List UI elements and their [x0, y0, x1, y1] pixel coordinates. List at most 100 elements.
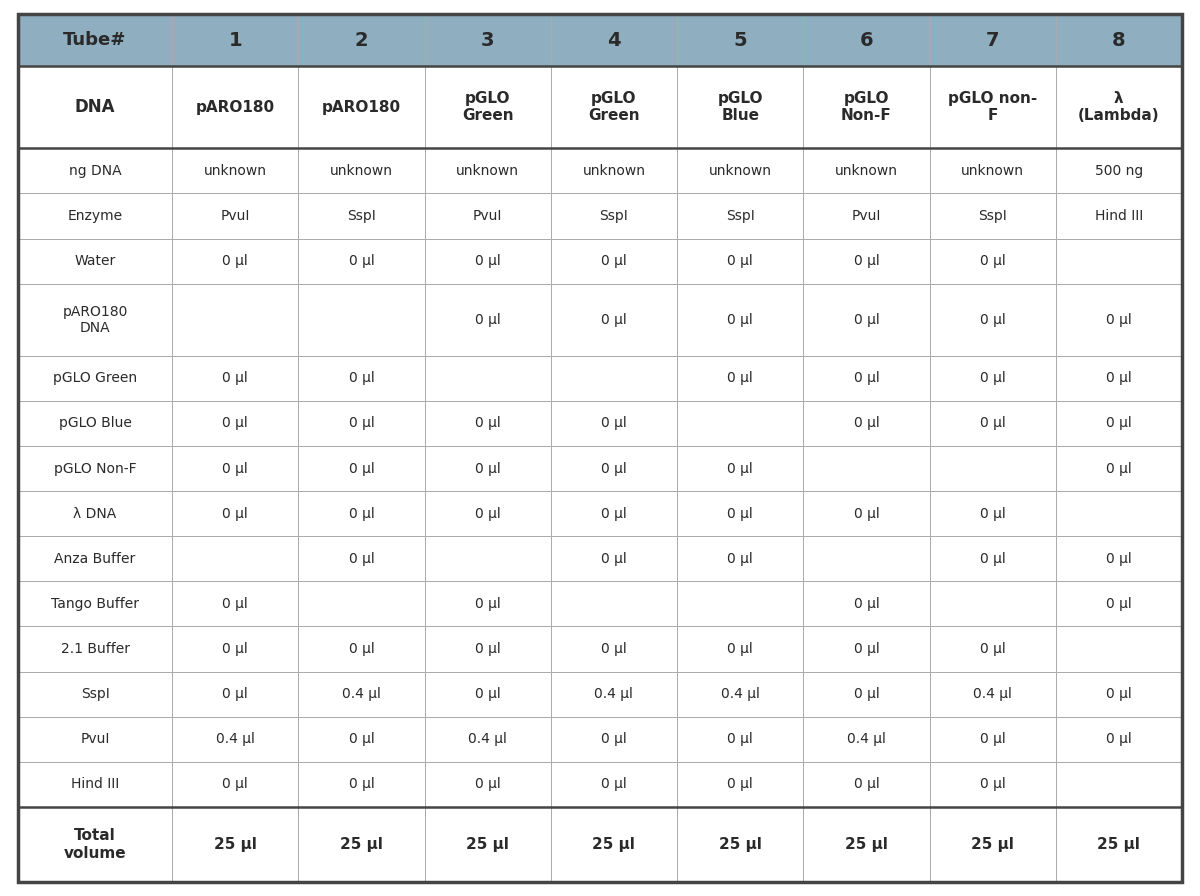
Bar — [172, 806, 299, 882]
Bar — [930, 491, 1056, 536]
Text: 8: 8 — [1112, 30, 1126, 49]
Text: λ
(Lambda): λ (Lambda) — [1078, 91, 1159, 124]
Text: 0 μl: 0 μl — [222, 687, 248, 701]
Bar — [172, 582, 299, 626]
Bar — [299, 582, 425, 626]
Text: pGLO non-
F: pGLO non- F — [948, 91, 1037, 124]
Bar — [425, 446, 551, 491]
Bar — [551, 284, 677, 356]
Text: Water: Water — [74, 254, 115, 268]
Bar — [299, 194, 425, 238]
Text: 0 μl: 0 μl — [348, 642, 374, 656]
Bar — [299, 446, 425, 491]
Bar — [425, 194, 551, 238]
Bar — [172, 356, 299, 401]
Text: Enzyme: Enzyme — [67, 209, 122, 223]
Text: 0 μl: 0 μl — [1106, 552, 1132, 565]
Text: pARO180
DNA: pARO180 DNA — [62, 305, 127, 335]
Text: 0 μl: 0 μl — [853, 506, 880, 521]
Text: 0 μl: 0 μl — [727, 777, 754, 791]
Bar — [172, 446, 299, 491]
Text: 0 μl: 0 μl — [727, 506, 754, 521]
Text: 0 μl: 0 μl — [475, 642, 500, 656]
Text: 0 μl: 0 μl — [1106, 732, 1132, 746]
Text: pGLO Non-F: pGLO Non-F — [54, 461, 137, 476]
Text: 0 μl: 0 μl — [1106, 313, 1132, 327]
Text: 0 μl: 0 μl — [979, 506, 1006, 521]
Text: 0 μl: 0 μl — [1106, 597, 1132, 611]
Bar — [18, 284, 172, 356]
Text: 0 μl: 0 μl — [475, 597, 500, 611]
Bar — [425, 149, 551, 194]
Text: 0 μl: 0 μl — [979, 777, 1006, 791]
Text: λ DNA: λ DNA — [73, 506, 116, 521]
Bar — [172, 717, 299, 762]
Text: 0 μl: 0 μl — [222, 777, 248, 791]
Bar — [803, 536, 930, 582]
Text: 0 μl: 0 μl — [727, 732, 754, 746]
Bar — [299, 356, 425, 401]
Text: 0 μl: 0 μl — [348, 254, 374, 268]
Text: 0 μl: 0 μl — [1106, 461, 1132, 476]
Text: 6: 6 — [859, 30, 874, 49]
Text: 0.4 μl: 0.4 μl — [847, 732, 886, 746]
Bar — [1056, 671, 1182, 717]
Bar — [425, 401, 551, 446]
Bar — [930, 401, 1056, 446]
Text: 0 μl: 0 μl — [727, 552, 754, 565]
Bar — [299, 66, 425, 149]
Bar — [677, 284, 803, 356]
Bar — [18, 717, 172, 762]
Text: pGLO Green: pGLO Green — [53, 371, 137, 385]
Text: 0 μl: 0 μl — [601, 777, 626, 791]
Text: 0 μl: 0 μl — [222, 254, 248, 268]
Text: 0 μl: 0 μl — [222, 371, 248, 385]
Bar — [172, 491, 299, 536]
Bar — [299, 491, 425, 536]
Bar — [677, 66, 803, 149]
Text: 0 μl: 0 μl — [727, 461, 754, 476]
Text: 0 μl: 0 μl — [979, 642, 1006, 656]
Bar — [677, 491, 803, 536]
Text: 2: 2 — [355, 30, 368, 49]
Bar — [1056, 238, 1182, 284]
Bar — [18, 194, 172, 238]
Text: Total
volume: Total volume — [64, 828, 126, 861]
Bar — [1056, 194, 1182, 238]
Bar — [172, 149, 299, 194]
Bar — [930, 356, 1056, 401]
Bar — [677, 446, 803, 491]
Bar — [299, 717, 425, 762]
Text: 0.4 μl: 0.4 μl — [468, 732, 508, 746]
Bar — [18, 626, 172, 671]
Text: 0.4 μl: 0.4 μl — [721, 687, 760, 701]
Bar — [551, 671, 677, 717]
Bar — [425, 356, 551, 401]
Bar — [18, 66, 172, 149]
Text: 25 μl: 25 μl — [340, 837, 383, 852]
Bar — [803, 717, 930, 762]
Text: unknown: unknown — [835, 164, 898, 178]
Text: 2.1 Buffer: 2.1 Buffer — [60, 642, 130, 656]
Bar — [930, 806, 1056, 882]
Text: unknown: unknown — [582, 164, 646, 178]
Bar — [172, 194, 299, 238]
Text: unknown: unknown — [330, 164, 392, 178]
Text: 0 μl: 0 μl — [727, 313, 754, 327]
Text: pGLO
Green: pGLO Green — [462, 91, 514, 124]
Bar — [803, 284, 930, 356]
Bar — [677, 401, 803, 446]
Text: 0 μl: 0 μl — [475, 687, 500, 701]
Text: 0.4 μl: 0.4 μl — [216, 732, 254, 746]
Bar — [803, 446, 930, 491]
Text: 500 ng: 500 ng — [1094, 164, 1144, 178]
Text: 0 μl: 0 μl — [475, 506, 500, 521]
Bar — [299, 536, 425, 582]
Bar — [930, 626, 1056, 671]
Bar — [677, 356, 803, 401]
Text: 0 μl: 0 μl — [979, 254, 1006, 268]
Bar — [803, 582, 930, 626]
Bar — [803, 401, 930, 446]
Bar — [677, 626, 803, 671]
Text: unknown: unknown — [456, 164, 520, 178]
